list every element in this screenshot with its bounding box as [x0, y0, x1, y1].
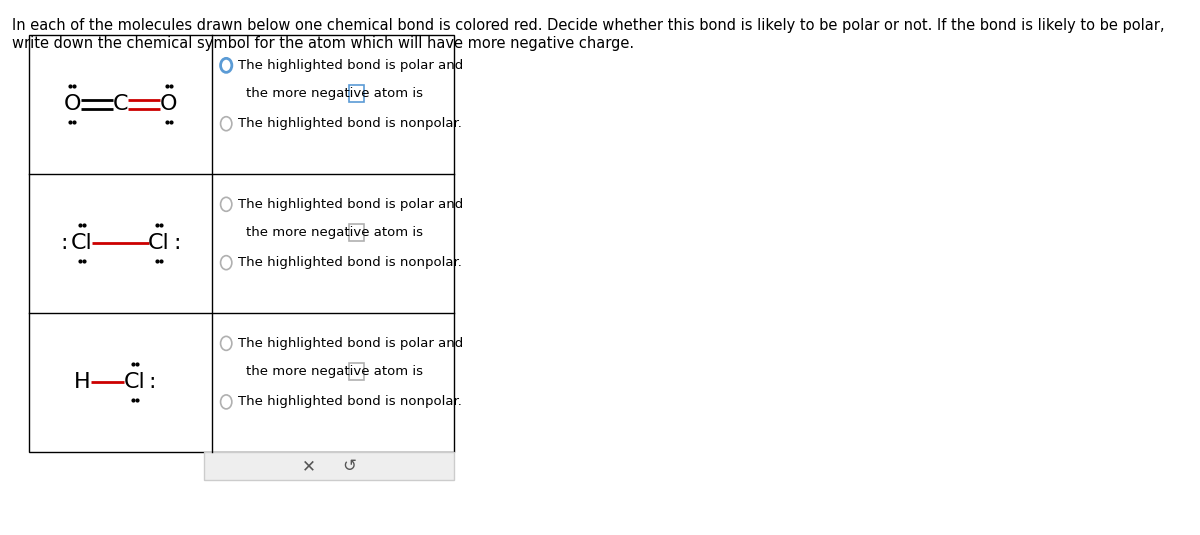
Text: the more negative atom is: the more negative atom is: [246, 365, 424, 378]
Text: In each of the molecules drawn below one chemical bond is colored red. Decide wh: In each of the molecules drawn below one…: [12, 18, 1164, 33]
Text: The highlighted bond is nonpolar.: The highlighted bond is nonpolar.: [239, 395, 462, 408]
Text: write down the chemical symbol for the atom which will have more negative charge: write down the chemical symbol for the a…: [12, 36, 634, 51]
Text: the more negative atom is: the more negative atom is: [246, 226, 424, 239]
Text: Cl: Cl: [148, 233, 170, 253]
Text: Cl: Cl: [124, 372, 145, 392]
Text: The highlighted bond is nonpolar.: The highlighted bond is nonpolar.: [239, 256, 462, 269]
Bar: [29, 35, 454, 452]
Text: :: :: [60, 233, 67, 253]
Text: O: O: [64, 94, 80, 114]
Text: the more negative atom is: the more negative atom is: [246, 87, 424, 100]
Text: C: C: [113, 94, 128, 114]
Text: :: :: [149, 372, 156, 392]
Text: The highlighted bond is nonpolar.: The highlighted bond is nonpolar.: [239, 117, 462, 130]
Bar: [349, 85, 364, 102]
Bar: [349, 363, 364, 380]
Text: O: O: [160, 94, 178, 114]
Text: The highlighted bond is polar and: The highlighted bond is polar and: [239, 59, 463, 72]
Text: The highlighted bond is polar and: The highlighted bond is polar and: [239, 198, 463, 211]
Text: Cl: Cl: [71, 233, 92, 253]
Bar: [349, 224, 364, 241]
Text: ✕: ✕: [301, 457, 316, 475]
Bar: [204, 452, 454, 480]
Text: ↺: ↺: [342, 457, 356, 475]
Text: :: :: [173, 233, 180, 253]
Text: H: H: [73, 372, 90, 392]
Text: The highlighted bond is polar and: The highlighted bond is polar and: [239, 337, 463, 350]
